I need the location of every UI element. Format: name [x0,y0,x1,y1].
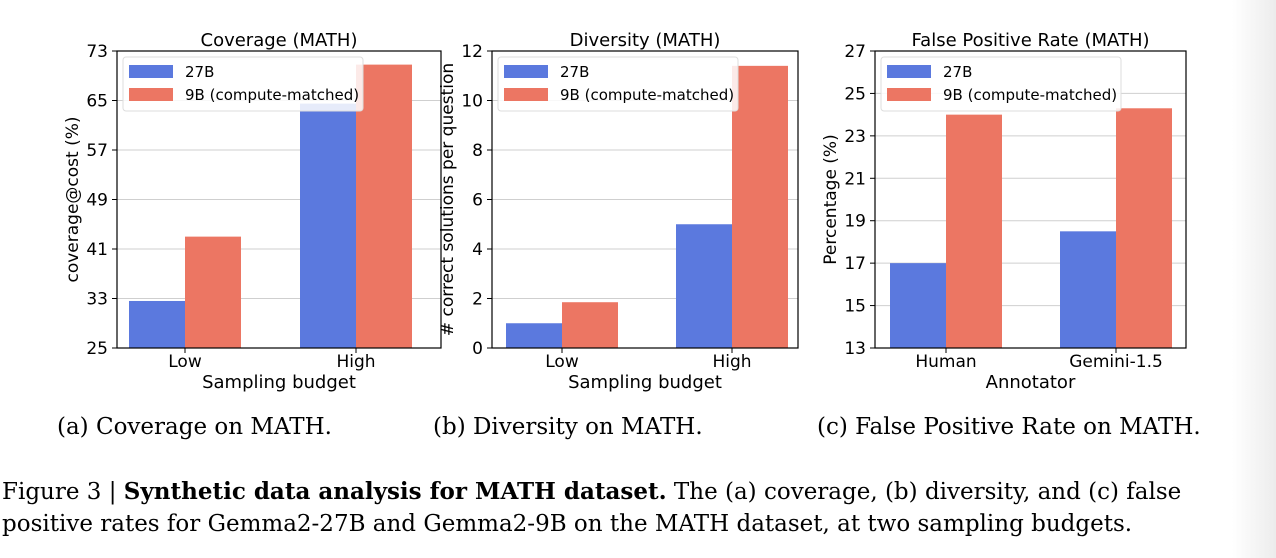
bar-27b-0 [890,263,946,348]
y-tick-label: 33 [86,290,108,310]
x-tick-label: Low [168,352,202,372]
legend-box [122,56,364,112]
y-tick-label: 41 [86,240,108,260]
chart-title: False Positive Rate (MATH) [911,30,1149,51]
figure-title: Synthetic data analysis for MATH dataset… [123,478,667,505]
legend-label: 27B [185,63,214,81]
bar-27b-0 [129,300,185,348]
legend-swatch-27b [129,65,173,78]
y-tick-label: 2 [472,290,483,310]
legend-swatch-9b [129,88,173,101]
bar-9b-0 [946,114,1002,349]
bar-27b-1 [300,103,356,348]
plot-frame [874,50,1187,349]
y-tick-label: 21 [844,169,866,189]
legend-swatch-9b [504,88,548,101]
page-edge-shadow [1232,0,1276,558]
y-axis-label: Percentage (%) [821,134,841,264]
x-tick-label: Gemini-1.5 [1069,352,1163,372]
chart-panel-1: 25 33 41 49 57 65 73 Low High Coverage (MATH) Samp… [63,30,442,393]
legend-label: 9B (compute-matched) [185,86,359,104]
figure-text: The (a) coverage, (b) diversity, and (c)… [2,479,1182,537]
figure-caption: Figure 3 | Synthetic data analysis for M… [2,476,1252,540]
y-axis-label: # correct solutions per question [438,63,458,336]
bar-9b-0 [562,302,618,348]
chart-title: Diversity (MATH) [570,30,721,51]
legend: 27B 9B (compute-matched) [497,56,739,112]
caption-b: (b) Diversity on MATH. [433,414,703,440]
y-tick-label: 17 [844,254,866,274]
legend-swatch-27b [504,65,548,78]
legend-label: 9B (compute-matched) [943,86,1117,104]
y-tick-label: 19 [844,212,866,232]
plot-frame [491,50,799,349]
bar-9b-1 [1116,108,1172,349]
y-tick-label: 8 [472,141,483,161]
y-tick-label: 6 [472,191,483,211]
y-tick-label: 23 [844,127,866,147]
x-tick-label: Human [915,352,976,372]
legend-box [880,56,1122,112]
bar-9b-1 [732,65,788,348]
bar-27b-0 [506,323,562,348]
chart-panel-3: 13 15 17 19 21 23 25 27 Human Gemini-1.5 False Pos… [821,30,1187,393]
bar-27b-1 [676,224,732,348]
x-axis-label: Sampling budget [568,372,722,393]
y-tick-label: 10 [461,92,483,112]
y-tick-label: 13 [844,339,866,359]
bar-9b-1 [356,64,412,349]
legend-swatch-9b [887,88,931,101]
y-tick-label: 49 [86,191,108,211]
y-axis-label: coverage@cost (%) [63,116,83,282]
legend: 27B 9B (compute-matched) [880,56,1122,112]
figure-label: Figure 3 | [2,479,124,505]
x-tick-label: High [712,352,751,372]
y-tick-label: 25 [844,84,866,104]
charts-figure: 25 33 41 49 57 65 73 Low High Coverage (MATH) Samp… [63,30,1187,393]
y-tick-label: 65 [86,92,108,112]
y-tick-label: 73 [86,42,108,62]
y-tick-label: 25 [86,339,108,359]
bar-9b-0 [185,236,241,348]
legend-box [497,56,739,112]
plot-frame [116,50,442,349]
x-axis-label: Annotator [986,372,1076,393]
x-axis-label: Sampling budget [202,372,356,393]
chart-panel-2: 0 2 4 6 8 10 12 Low High Diversity (MATH) Sampling… [438,30,799,393]
bar-27b-1 [1060,231,1116,348]
y-tick-label: 0 [472,339,483,359]
legend-label: 27B [943,63,972,81]
y-tick-label: 4 [472,240,483,260]
legend: 27B 9B (compute-matched) [122,56,364,112]
y-tick-label: 12 [461,42,483,62]
legend-label: 9B (compute-matched) [560,86,734,104]
caption-a: (a) Coverage on MATH. [57,414,332,440]
x-tick-label: Low [545,352,579,372]
legend-label: 27B [560,63,589,81]
legend-swatch-27b [887,65,931,78]
y-tick-label: 15 [844,297,866,317]
caption-c: (c) False Positive Rate on MATH. [817,414,1201,440]
y-tick-label: 57 [86,141,108,161]
chart-title: Coverage (MATH) [201,30,358,51]
y-tick-label: 27 [844,42,866,62]
x-tick-label: High [336,352,375,372]
